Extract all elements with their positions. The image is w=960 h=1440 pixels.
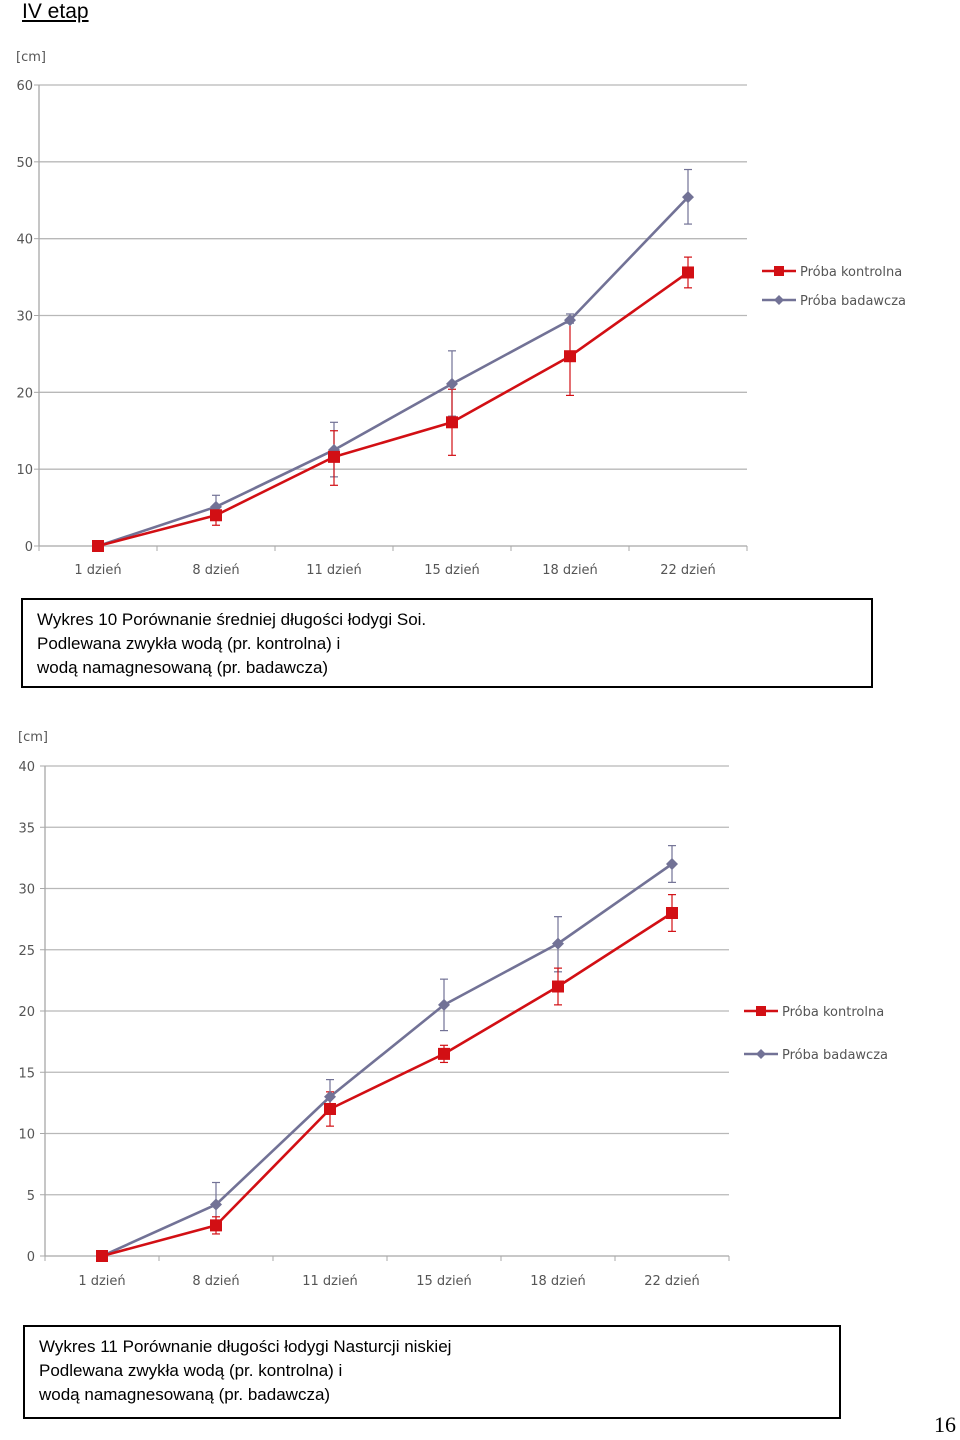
x-tick-label: 15 dzień [416, 1274, 472, 1289]
data-point-badawcza [438, 998, 450, 1011]
x-tick-label: 1 dzień [78, 1274, 125, 1289]
y-tick-label: 60 [16, 79, 33, 94]
figure-caption-2: Wykres 11 Porównanie długości łodygi Nas… [23, 1325, 841, 1419]
data-point-kontrolna [210, 509, 222, 522]
data-point-kontrolna [446, 416, 458, 429]
series-line-kontrolna [101, 911, 673, 1258]
page-number: 16 [934, 1412, 956, 1437]
x-tick-label: 22 dzień [660, 563, 716, 578]
data-point-badawcza [564, 314, 576, 327]
y-tick-label: 30 [18, 883, 35, 898]
y-tick-label: 10 [16, 463, 33, 478]
series-line-badawcza [97, 196, 689, 548]
data-point-badawcza [666, 858, 678, 870]
caption-1-line-3: wodą namagnesowaną (pr. badawcza) [37, 658, 329, 677]
data-point-kontrolna [666, 907, 678, 919]
legend-label-badawcza: Próba badawcza [800, 294, 906, 309]
x-tick-label: 11 dzień [302, 1274, 358, 1289]
legend-marker-kontrolna [774, 266, 784, 276]
y-tick-label: 15 [18, 1066, 35, 1081]
caption-1-line-1: Wykres 10 Porównanie średniej długości ł… [37, 610, 427, 629]
x-tick-label: 18 dzień [530, 1274, 586, 1289]
data-point-kontrolna [210, 1219, 222, 1232]
y-tick-label: 25 [18, 944, 35, 959]
y-tick-label: 20 [18, 1005, 35, 1020]
data-point-badawcza [324, 1090, 336, 1103]
legend-marker-badawcza [756, 1049, 766, 1059]
caption-2-line-1: Wykres 11 Porównanie długości łodygi Nas… [39, 1337, 452, 1356]
legend-marker-kontrolna [756, 1006, 766, 1016]
series-line-badawcza [101, 862, 673, 1258]
legend-label-badawcza: Próba badawcza [782, 1048, 888, 1063]
y-tick-label: 0 [25, 540, 33, 555]
x-tick-label: 18 dzień [542, 563, 598, 578]
data-point-badawcza [210, 1198, 222, 1211]
y-tick-label: 20 [16, 386, 33, 401]
data-point-kontrolna [328, 450, 340, 463]
y-axis-unit-label: [cm] [16, 50, 46, 65]
caption-2-line-2: Podlewana zwykła wodą (pr. kontrolna) i [39, 1361, 343, 1380]
nasturtium-stem-length-chart: [cm] 0 5 10 15 20 25 30 35 40 1 dzień 8 dzień 11 dzi… [18, 730, 888, 1289]
figure-caption-1: Wykres 10 Porównanie średniej długości ł… [21, 598, 873, 688]
legend-label-kontrolna: Próba kontrolna [800, 265, 902, 280]
series-line-kontrolna [97, 271, 689, 548]
data-point-badawcza [446, 377, 458, 390]
y-tick-label: 5 [27, 1189, 35, 1204]
y-tick-label: 0 [27, 1250, 35, 1265]
caption-1-line-2: Podlewana zwykła wodą (pr. kontrolna) i [37, 634, 341, 653]
x-tick-label: 22 dzień [644, 1274, 700, 1289]
y-tick-label: 40 [18, 760, 35, 775]
y-tick-label: 30 [16, 310, 33, 325]
x-tick-label: 8 dzień [192, 563, 239, 578]
x-tick-label: 8 dzień [192, 1274, 239, 1289]
page-heading: IV etap [22, 0, 89, 23]
x-tick-label: 1 dzień [74, 563, 121, 578]
x-tick-label: 15 dzień [424, 563, 480, 578]
y-tick-label: 10 [18, 1128, 35, 1143]
data-point-kontrolna [324, 1103, 336, 1115]
data-point-kontrolna [682, 266, 694, 279]
data-point-kontrolna [96, 1250, 108, 1262]
data-point-badawcza [552, 937, 564, 950]
y-tick-label: 35 [18, 821, 35, 836]
y-tick-label: 50 [16, 156, 33, 171]
x-tick-label: 11 dzień [306, 563, 362, 578]
data-point-kontrolna [438, 1047, 450, 1060]
data-point-kontrolna [92, 540, 104, 552]
soy-stem-length-chart: [cm] 0 10 20 30 40 50 60 1 dzień 8 dzień 11 dzień 1… [16, 50, 906, 578]
y-axis-unit-label: [cm] [18, 730, 48, 745]
data-point-kontrolna [552, 980, 564, 993]
legend-label-kontrolna: Próba kontrolna [782, 1005, 884, 1020]
caption-2-line-3: wodą namagnesowaną (pr. badawcza) [39, 1385, 331, 1404]
y-tick-label: 40 [16, 233, 33, 248]
data-point-badawcza [682, 191, 694, 204]
legend-marker-badawcza [774, 295, 784, 305]
data-point-kontrolna [564, 350, 576, 363]
